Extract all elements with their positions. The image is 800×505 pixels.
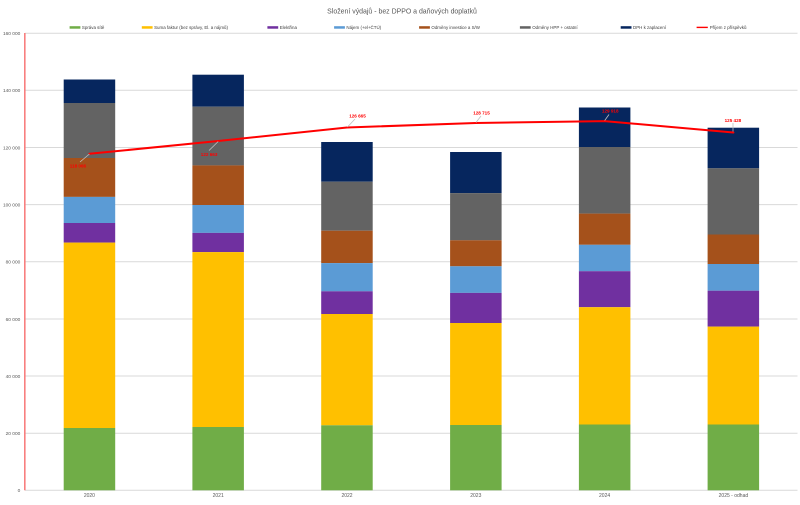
svg-text:0: 0 xyxy=(18,488,21,494)
svg-text:Elektřina: Elektřina xyxy=(280,25,298,30)
svg-text:140 000: 140 000 xyxy=(3,88,21,94)
svg-text:125 428: 125 428 xyxy=(725,118,742,123)
svg-text:2022: 2022 xyxy=(341,493,352,499)
svg-text:Odměny investice a S/W: Odměny investice a S/W xyxy=(431,25,480,30)
svg-text:40 000: 40 000 xyxy=(6,374,21,380)
svg-text:60 000: 60 000 xyxy=(6,317,21,323)
svg-text:Odměny HPP + ostatní: Odměny HPP + ostatní xyxy=(532,25,578,30)
svg-text:118 066: 118 066 xyxy=(70,164,87,169)
svg-text:2025 - odhad: 2025 - odhad xyxy=(719,493,749,499)
svg-text:DPH k zaplacení: DPH k zaplacení xyxy=(633,25,667,30)
svg-text:2021: 2021 xyxy=(213,493,224,499)
svg-text:Nájem (+el+ČTÚ): Nájem (+el+ČTÚ) xyxy=(346,24,381,30)
svg-text:Správa sítě: Správa sítě xyxy=(82,25,105,30)
svg-text:160 000: 160 000 xyxy=(3,31,21,37)
svg-text:Složení výdajů - bez DPPO a da: Složení výdajů - bez DPPO a daňových dop… xyxy=(327,8,477,16)
svg-text:122 663: 122 663 xyxy=(201,152,218,157)
svg-text:129 918: 129 918 xyxy=(602,109,619,114)
svg-text:20 000: 20 000 xyxy=(6,431,21,437)
svg-text:2024: 2024 xyxy=(599,493,610,499)
svg-text:Suma faktur (bez správy, El. a: Suma faktur (bez správy, El. a nájmů) xyxy=(154,24,228,30)
svg-text:100 000: 100 000 xyxy=(3,202,21,208)
svg-text:126 665: 126 665 xyxy=(349,114,366,119)
svg-text:128 715: 128 715 xyxy=(473,111,490,116)
svg-text:2023: 2023 xyxy=(470,493,481,499)
svg-text:80 000: 80 000 xyxy=(6,260,21,266)
svg-text:120 000: 120 000 xyxy=(3,145,21,151)
svg-text:Příjem z příspěvků: Příjem z příspěvků xyxy=(710,24,747,30)
svg-text:2020: 2020 xyxy=(84,493,95,499)
